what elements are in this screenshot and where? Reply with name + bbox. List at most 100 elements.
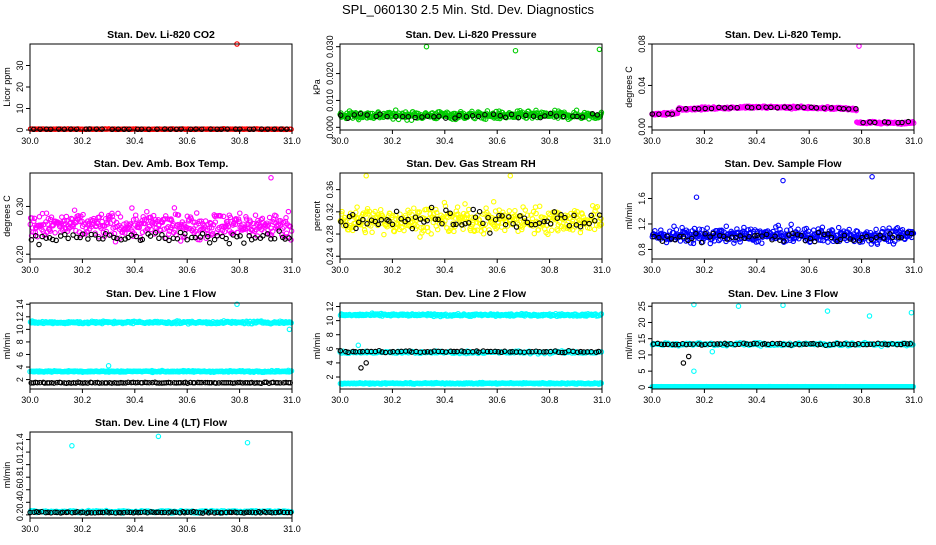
y-tick-label: 12 [325,302,335,312]
y-tick-label: 8 [15,339,25,344]
point-primary [463,202,467,206]
x-tick-label: 31.0 [283,395,301,405]
point-secondary [208,241,212,245]
point-primary [253,213,257,217]
x-tick-label: 31.0 [593,395,611,405]
y-tick-label: 4 [15,365,25,370]
outlier-point [269,176,273,180]
outlier-point [287,327,291,331]
outlier-point [710,350,714,354]
y-tick-label: 0 [15,127,25,132]
chart-title: Stan. Dev. Li-820 Pressure [405,29,536,41]
y-axis-label: ml/min [624,203,634,230]
data-points [650,44,916,127]
x-tick-label: 30.4 [748,395,766,405]
point-primary [130,206,134,210]
x-tick-label: 30.4 [126,265,144,275]
outlier-point [736,304,740,308]
point-primary [503,228,507,232]
y-tick-label: 0.30 [15,198,25,216]
y-tick-label: 2 [15,377,25,382]
y-tick-label: 0 [637,385,647,390]
x-tick-label: 31.0 [593,136,611,146]
point-primary [379,208,383,212]
outlier-point [687,354,691,358]
y-tick-label: 10 [637,350,647,360]
point-primary [724,224,728,228]
point-primary [550,228,554,232]
x-tick-label: 30.0 [331,265,349,275]
x-tick-label: 30.6 [800,395,818,405]
x-tick-label: 30.0 [643,265,661,275]
x-tick-label: 30.4 [748,265,766,275]
x-tick-label: 30.8 [853,136,871,146]
x-tick-label: 30.6 [178,395,196,405]
x-tick-label: 30.4 [436,136,454,146]
x-tick-label: 30.2 [696,395,714,405]
plot-frame [30,44,292,130]
point-primary [455,205,459,209]
x-tick-label: 30.8 [231,265,249,275]
x-tick-label: 30.2 [384,395,402,405]
point-primary [507,209,511,213]
point-primary [461,227,465,231]
y-tick-label: 25 [637,301,647,311]
point-primary [64,214,68,218]
point-primary [145,210,149,214]
y-tick-label: 4 [325,360,335,365]
x-tick-label: 30.0 [21,136,39,146]
x-tick-label: 30.8 [853,265,871,275]
x-tick-label: 30.6 [488,395,506,405]
point-primary [533,205,537,209]
x-tick-label: 30.2 [74,265,92,275]
x-tick-label: 30.6 [488,265,506,275]
data-points [338,311,604,386]
point-primary [286,209,290,213]
y-tick-label: 0.00 [637,118,647,136]
plot-frame [30,303,292,389]
chart-title: Stan. Dev. Line 3 Flow [728,288,839,300]
y-axis-label: degrees C [2,195,12,237]
x-tick-label: 31.0 [593,265,611,275]
outlier-point [508,174,512,178]
page-title: SPL_060130 2.5 Min. Std. Dev. Diagnostic… [342,2,594,17]
y-tick-label: 0.36 [325,181,335,199]
point-secondary [227,241,231,245]
point-secondary [242,241,246,245]
plot-frame [652,44,914,130]
y-tick-label: 10 [15,103,25,113]
x-tick-label: 30.4 [126,395,144,405]
data-points [338,45,604,123]
y-tick-label: 10 [325,316,335,326]
point-primary [412,206,416,210]
y-tick-label: 10 [15,324,25,334]
y-tick-label: 5 [637,369,647,374]
data-points [28,176,294,247]
y-axis-label: ml/min [2,333,12,360]
point-primary [195,211,199,215]
outlier-point [597,47,601,51]
x-tick-label: 30.0 [643,395,661,405]
x-tick-label: 30.4 [436,395,454,405]
y-tick-label: 1.6 [637,192,647,205]
point-primary [492,200,496,204]
point-primary [789,222,793,226]
outlier-point [825,309,829,313]
outlier-point [106,364,110,368]
data-points [28,434,294,515]
x-tick-label: 30.0 [331,395,349,405]
x-tick-label: 30.8 [231,136,249,146]
point-secondary [471,207,475,211]
x-tick-label: 31.0 [283,265,301,275]
x-tick-label: 30.6 [178,265,196,275]
point-secondary [224,236,228,240]
x-tick-label: 30.4 [126,136,144,146]
point-primary [705,226,709,230]
x-tick-label: 30.2 [384,136,402,146]
